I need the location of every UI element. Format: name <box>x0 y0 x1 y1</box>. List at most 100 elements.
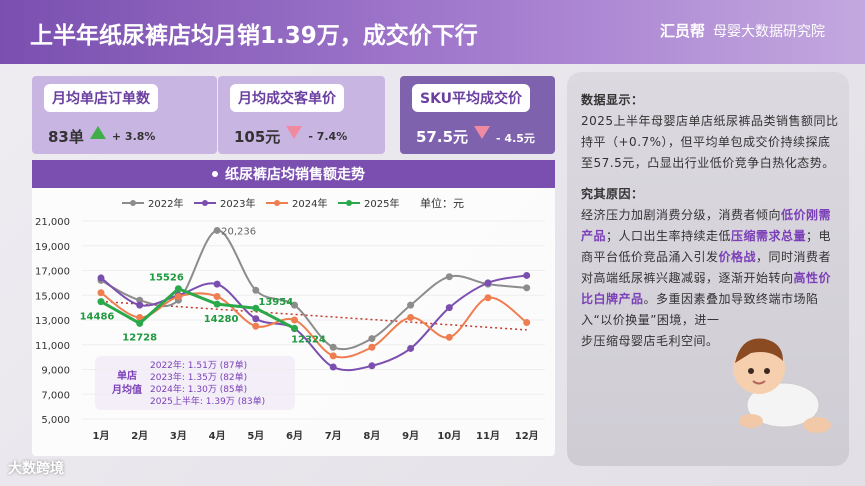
kpi-change: - 4.5元 <box>496 132 535 145</box>
kpi-change: + 3.8% <box>111 130 156 143</box>
y-tick-label: 17,000 <box>35 267 70 278</box>
diaper <box>746 382 820 428</box>
kpi-card: SKU平均成交价 57.5元 - 4.5元 <box>400 76 555 154</box>
section-heading: 数据显示： <box>581 93 644 107</box>
inset-line: 2023年: 1.35万 (82单) <box>150 371 247 383</box>
y-tick-label: 15,000 <box>35 291 70 302</box>
y-tick-label: 11,000 <box>35 341 70 352</box>
inset-title: 月均值 <box>111 383 142 396</box>
legend-label: 2022年 <box>148 197 183 210</box>
trend-line <box>100 300 527 331</box>
data-point <box>97 274 105 282</box>
kpi-value: 57.5元 <box>416 128 469 146</box>
data-point <box>329 352 337 360</box>
brand-subtitle: 母婴大数据研究院 <box>713 24 826 40</box>
text-run: ；电商平台低价竞品涌入引发 <box>581 229 832 264</box>
legend-label: 2023年 <box>220 197 255 210</box>
inset-title: 单店 <box>117 369 137 382</box>
kpi-value: 105元 <box>234 128 281 146</box>
x-tick-label: 7月 <box>325 430 342 442</box>
x-tick-label: 8月 <box>363 430 380 442</box>
kpi-label: 月均成交客单价 <box>230 84 344 112</box>
text-run: 。多重因素叠加导致终端市场陷入“以价换量”困境，进一步压缩母婴店毛利空间。 <box>581 292 819 348</box>
text-run: 经济压力加剧消费分级，消费者倾向 <box>581 208 782 222</box>
data-point <box>252 322 260 330</box>
data-point <box>407 314 415 322</box>
data-point <box>174 292 182 300</box>
section-body: 经济压力加剧消费分级，消费者倾向低价刚需产品；人口出生率持续走低压缩需求总量；电… <box>581 205 839 433</box>
kpi-label: SKU平均成交价 <box>412 84 531 112</box>
kpi-arrow <box>89 126 106 139</box>
text-run: 2025上半年母婴店单店纸尿裤品类销售额同比持平（+0.7%），但平均单包成交价… <box>581 114 839 170</box>
data-label: 15526 <box>149 273 184 284</box>
inset-line: 2024年: 1.30万 (85单) <box>150 383 247 395</box>
x-tick-label: 5月 <box>247 430 264 442</box>
data-point <box>368 343 376 351</box>
kpi-card: 月均成交客单价 105元 - 7.4% <box>218 76 385 154</box>
eye <box>748 368 754 374</box>
data-point <box>97 289 105 297</box>
y-tick-label: 5,000 <box>41 415 70 426</box>
x-tick-label: 3月 <box>170 430 187 442</box>
kpi-value: 83单 <box>48 128 84 146</box>
section-body: 2025上半年母婴店单店纸尿裤品类销售额同比持平（+0.7%），但平均单包成交价… <box>581 111 839 174</box>
text-run: ，同时消费者对高端纸尿裤兴趣减弱，逐渐开始转向 <box>581 250 832 285</box>
legend-dot <box>130 200 136 206</box>
legend-label: 2025年 <box>364 197 399 210</box>
data-point <box>445 304 453 312</box>
data-label: 14280 <box>204 314 239 325</box>
title-bar <box>0 0 865 64</box>
data-point <box>407 301 415 309</box>
legend-dot <box>274 200 280 206</box>
inset-line: 2022年: 1.51万 (87单) <box>150 359 247 371</box>
x-tick-label: 10月 <box>437 430 461 442</box>
series-line <box>100 287 296 330</box>
data-point <box>174 285 182 293</box>
hand <box>739 414 763 428</box>
legend-dot <box>202 200 208 206</box>
x-tick-label: 6月 <box>286 430 303 442</box>
x-tick-label: 2月 <box>131 430 148 442</box>
kpi-change: - 7.4% <box>308 130 348 143</box>
data-label: 12728 <box>122 332 157 343</box>
x-tick-label: 12月 <box>515 430 539 442</box>
brand-name: 汇员帮 <box>660 22 706 40</box>
text-run: 压缩需求总量 <box>731 229 807 243</box>
data-label: 12324 <box>291 334 326 345</box>
data-label: 13954 <box>258 297 293 308</box>
data-point <box>213 280 221 288</box>
y-tick-label: 7,000 <box>41 390 70 401</box>
data-label: 14486 <box>80 312 115 323</box>
data-point <box>523 318 531 326</box>
brand: 汇员帮 母婴大数据研究院 <box>660 20 825 41</box>
data-point <box>445 333 453 341</box>
data-point <box>523 271 531 279</box>
chart-title: 纸尿裤店均销售额走势 <box>225 166 365 183</box>
data-point <box>252 304 260 312</box>
legend-label: 2024年 <box>292 197 327 210</box>
baby-svg <box>733 338 831 433</box>
data-point <box>368 335 376 343</box>
chart-header <box>32 160 555 188</box>
data-label: 20,236 <box>221 226 256 237</box>
text-panel: 数据显示： 2025上半年母婴店单店纸尿裤品类销售额同比持平（+0.7%），但平均… <box>567 72 849 466</box>
data-point <box>329 343 337 351</box>
legend-dot <box>346 200 352 206</box>
data-point <box>291 316 298 324</box>
y-tick-label: 19,000 <box>35 242 70 253</box>
data-point <box>136 296 144 304</box>
data-point <box>252 315 260 323</box>
data-point <box>445 273 453 281</box>
y-tick-label: 13,000 <box>35 316 70 327</box>
unit-label: 单位：元 <box>420 196 464 210</box>
data-point <box>213 226 221 234</box>
kpi-arrow <box>286 126 303 139</box>
data-point <box>484 279 492 287</box>
text-run: ；人口出生率持续走低 <box>606 229 732 243</box>
data-point <box>329 363 337 371</box>
data-point <box>484 294 492 302</box>
data-point <box>523 284 531 292</box>
mouth <box>752 380 766 385</box>
